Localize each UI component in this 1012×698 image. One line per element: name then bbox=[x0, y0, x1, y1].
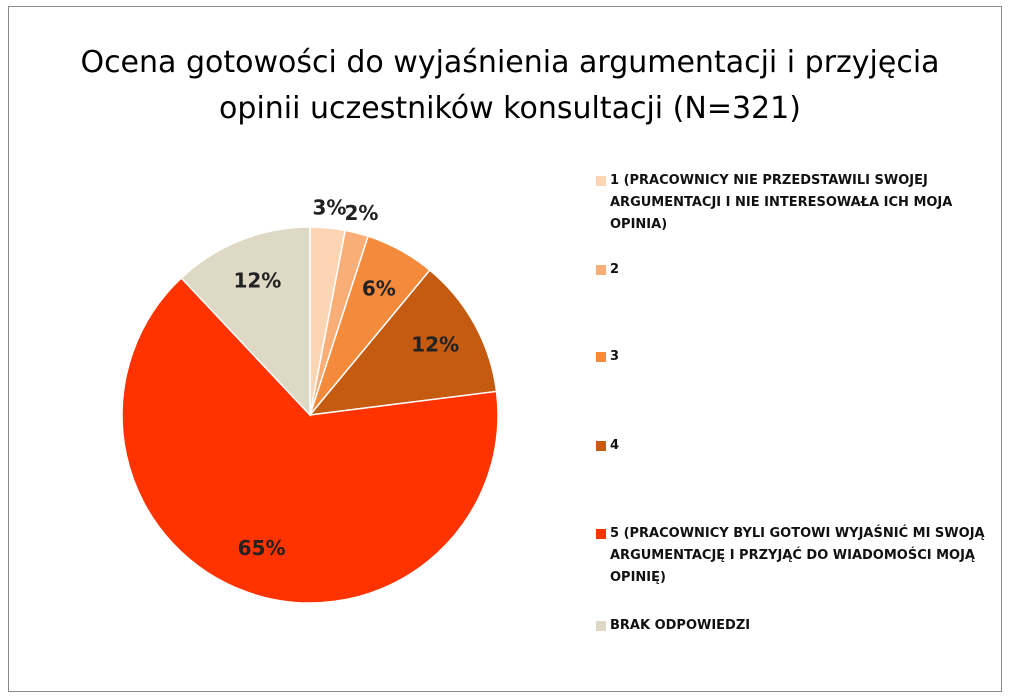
legend-label: 1 (PRACOWNICY NIE PRZEDSTAWILI SWOJEJ AR… bbox=[610, 173, 953, 232]
data-label: 12% bbox=[233, 269, 281, 293]
legend-swatch bbox=[596, 176, 606, 186]
data-label: 3% bbox=[312, 196, 346, 220]
data-label: 2% bbox=[344, 201, 378, 225]
legend-item: BRAK ODPOWIEDZI bbox=[596, 615, 991, 637]
legend-item: 4 bbox=[596, 435, 991, 457]
legend-swatch bbox=[596, 265, 606, 275]
legend-label: 5 (PRACOWNICY BYLI GOTOWI WYJAŚNIĆ MI SW… bbox=[610, 526, 985, 585]
data-label: 6% bbox=[362, 276, 396, 300]
legend-swatch bbox=[596, 529, 606, 539]
pie-slice bbox=[121, 276, 499, 604]
legend-label: 2 bbox=[610, 262, 620, 277]
legend-label: BRAK ODPOWIEDZI bbox=[610, 618, 751, 633]
pie-slice bbox=[180, 226, 311, 417]
pie-slice bbox=[308, 269, 498, 416]
legend-item: 1 (PRACOWNICY NIE PRZEDSTAWILI SWOJEJ AR… bbox=[596, 170, 991, 236]
legend-item: 3 bbox=[596, 346, 991, 368]
legend-swatch bbox=[596, 441, 606, 451]
legend-item: 5 (PRACOWNICY BYLI GOTOWI WYJAŚNIĆ MI SW… bbox=[596, 523, 991, 589]
legend-label: 3 bbox=[610, 349, 620, 364]
data-label: 12% bbox=[411, 333, 459, 357]
legend-label: 4 bbox=[610, 438, 620, 453]
legend-swatch bbox=[596, 621, 606, 631]
data-label: 65% bbox=[238, 536, 286, 560]
chart-title: Ocena gotowości do wyjaśnienia argumenta… bbox=[80, 45, 940, 126]
legend-item: 2 bbox=[596, 259, 991, 281]
legend-swatch bbox=[596, 352, 606, 362]
